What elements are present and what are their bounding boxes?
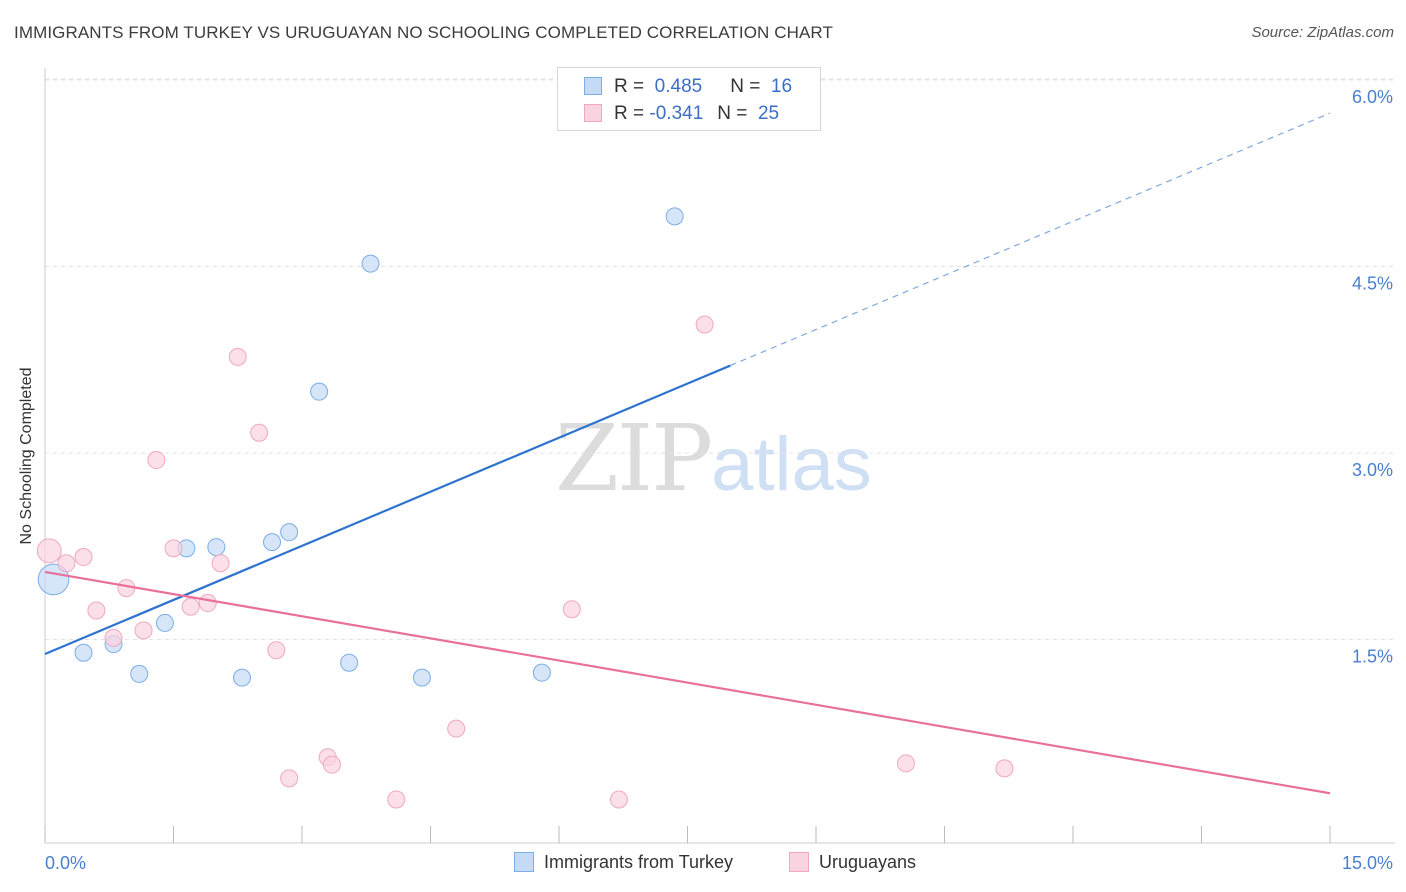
uruguayan-point — [280, 769, 299, 788]
turkey-point — [263, 533, 282, 552]
legend-row-turkey: R = 0.485 N = 16 — [584, 76, 792, 98]
uruguayan-point — [87, 601, 106, 620]
turkey-point — [310, 382, 329, 401]
series-label-turkey: Immigrants from Turkey — [544, 852, 734, 872]
turkey-point — [130, 664, 149, 683]
turkey-trend-line — [44, 364, 731, 656]
uruguayan-point — [562, 600, 581, 619]
turkey-point — [361, 254, 380, 273]
series-swatch-uruguayans — [789, 852, 809, 872]
turkey-point — [340, 653, 359, 672]
x-tick-label: 0.0% — [45, 853, 86, 873]
uruguayan-point — [896, 754, 915, 773]
uruguayan-point — [447, 719, 466, 738]
chart-title: IMMIGRANTS FROM TURKEY VS URUGUAYAN NO S… — [14, 23, 833, 42]
uruguayan-point — [995, 759, 1014, 778]
turkey-point — [233, 668, 252, 687]
legend-r-value: 0.485 — [654, 76, 703, 97]
turkey-point — [207, 538, 226, 557]
correlation-legend: R = 0.485 N = 16 R = -0.341 N = 25 — [557, 67, 821, 131]
series-legend-turkey: Immigrants from Turkey — [514, 852, 733, 873]
turkey-point — [665, 207, 684, 226]
legend-swatch-turkey — [584, 77, 602, 95]
turkey-point — [412, 668, 431, 687]
y-tick-label: 3.0% — [1352, 460, 1393, 480]
uruguayan-point — [74, 548, 93, 567]
uruguayan-point — [695, 315, 714, 334]
uruguayan-point — [181, 597, 200, 616]
turkey-point — [532, 663, 551, 682]
uruguayan-point — [322, 755, 341, 774]
uruguayan-point — [117, 579, 136, 598]
uruguayan-point — [387, 790, 406, 809]
turkey-point — [280, 523, 299, 542]
series-swatch-turkey — [514, 852, 534, 872]
y-tick-label: 4.5% — [1352, 274, 1393, 294]
uruguayan-point — [211, 554, 230, 573]
legend-r-value: -0.341 — [649, 103, 704, 124]
legend-row-uruguayans: R = -0.341 N = 25 — [584, 103, 779, 125]
legend-r-label: R = — [614, 76, 645, 97]
uruguayan-point — [104, 628, 123, 647]
series-label-uruguayans: Uruguayans — [819, 852, 917, 872]
uruguayan-point — [267, 641, 286, 660]
turkey-point — [155, 613, 174, 632]
legend-n-label: N = — [717, 103, 748, 124]
series-legend-uruguayans: Uruguayans — [789, 852, 916, 873]
uruguayan-point — [57, 554, 76, 573]
x-tick-label: 15.0% — [1342, 853, 1393, 873]
uruguayan-trend-line — [44, 570, 1331, 795]
y-tick-label: 6.0% — [1352, 87, 1393, 107]
legend-swatch-uruguayans — [584, 104, 602, 122]
uruguayan-point — [250, 423, 269, 442]
uruguayan-point — [609, 790, 628, 809]
legend-r-label: R = — [614, 103, 645, 124]
y-tick-label: 1.5% — [1352, 647, 1393, 667]
legend-n-value: 16 — [770, 76, 793, 97]
chart-source: Source: ZipAtlas.com — [1251, 24, 1394, 41]
legend-n-label: N = — [730, 76, 761, 97]
legend-n-value: 25 — [757, 103, 780, 124]
uruguayan-point — [164, 539, 183, 558]
turkey-point — [74, 643, 93, 662]
turkey-trend-extension — [730, 112, 1331, 367]
uruguayan-point — [198, 594, 217, 613]
uruguayan-point — [228, 347, 247, 366]
uruguayan-point — [134, 621, 153, 640]
series-legend: Immigrants from Turkey Uruguayans — [0, 852, 1406, 876]
uruguayan-point — [147, 451, 166, 470]
uruguayan-point — [36, 538, 62, 564]
